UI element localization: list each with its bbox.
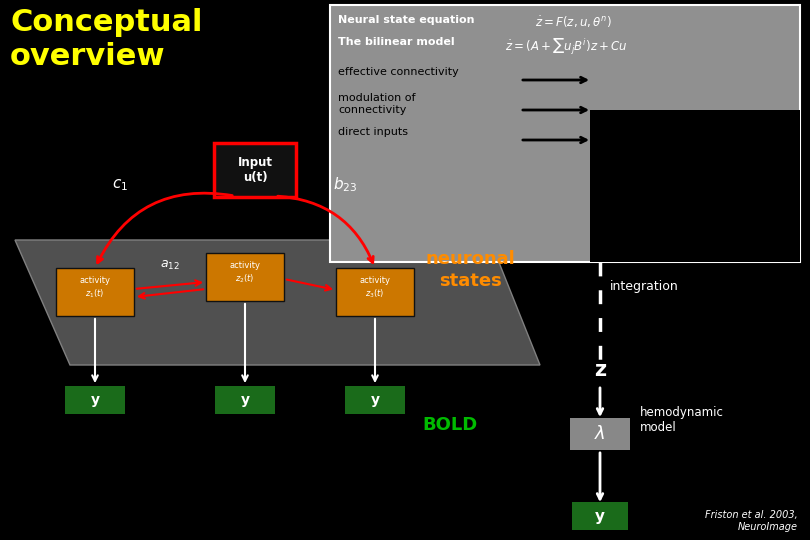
Bar: [590, 110, 800, 262]
FancyBboxPatch shape: [214, 143, 296, 197]
Text: activity
$z_2(t)$: activity $z_2(t)$: [229, 261, 261, 285]
Text: modulation of
connectivity: modulation of connectivity: [338, 93, 416, 114]
Bar: [65, 386, 125, 414]
Text: $c_1$: $c_1$: [112, 177, 128, 193]
Text: y: y: [241, 393, 249, 407]
Text: The bilinear model: The bilinear model: [338, 37, 454, 47]
Text: Input
u(t): Input u(t): [237, 156, 272, 184]
Text: $\dot{z} = (A+\sum u_j B^i)z + Cu$: $\dot{z} = (A+\sum u_j B^i)z + Cu$: [505, 37, 628, 57]
Text: $\dot{z} = F(z,u,\theta^n)$: $\dot{z} = F(z,u,\theta^n)$: [535, 15, 612, 30]
Text: effective connectivity: effective connectivity: [338, 67, 458, 77]
Text: $\lambda$: $\lambda$: [595, 425, 606, 443]
Text: Neural state equation: Neural state equation: [338, 15, 475, 25]
Text: $b_{23}$: $b_{23}$: [333, 176, 357, 194]
Text: Conceptual
overview: Conceptual overview: [10, 8, 202, 71]
Text: activity
$z_3(t)$: activity $z_3(t)$: [360, 276, 390, 300]
Text: y: y: [91, 393, 100, 407]
Text: hemodynamic
model: hemodynamic model: [640, 406, 724, 434]
Text: $a_{12}$: $a_{12}$: [160, 259, 180, 272]
Text: direct inputs: direct inputs: [338, 127, 408, 137]
Text: y: y: [595, 509, 605, 523]
Polygon shape: [15, 240, 540, 365]
Bar: [206, 253, 284, 301]
Text: z: z: [594, 360, 606, 380]
Text: y: y: [370, 393, 380, 407]
Bar: [330, 5, 800, 262]
Bar: [336, 268, 414, 316]
Text: neuronal
states: neuronal states: [425, 250, 515, 290]
Text: BOLD: BOLD: [422, 416, 478, 434]
Text: Friston et al. 2003,
NeuroImage: Friston et al. 2003, NeuroImage: [706, 510, 798, 532]
Bar: [572, 502, 628, 530]
Text: activity
$z_1(t)$: activity $z_1(t)$: [79, 276, 110, 300]
Text: integration: integration: [610, 280, 679, 293]
Bar: [570, 418, 630, 450]
Bar: [215, 386, 275, 414]
Bar: [56, 268, 134, 316]
Bar: [345, 386, 405, 414]
